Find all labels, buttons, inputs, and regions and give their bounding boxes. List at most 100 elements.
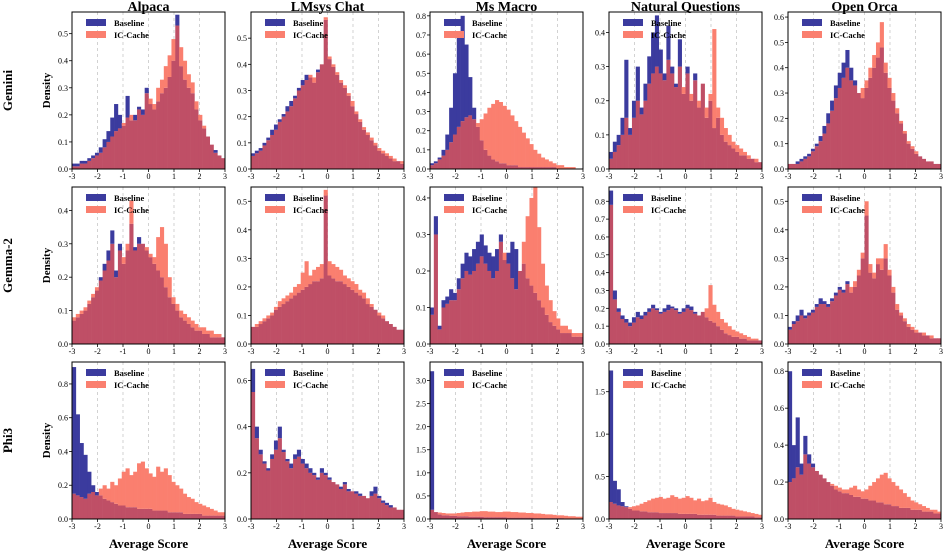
panel-1-4-bar-overlap xyxy=(739,155,744,169)
panel-2-5-bar-overlap xyxy=(845,284,850,344)
panel-2-3-bar-overlap xyxy=(548,322,553,344)
panel-3-3-bar-ic-cache xyxy=(514,512,519,518)
panel-1-3-bar-baseline xyxy=(430,163,435,166)
panel-1-5-bar-overlap xyxy=(898,123,904,169)
panel-1-3-bar-overlap xyxy=(430,165,435,169)
panel-1-2-bar-baseline xyxy=(289,100,294,107)
panel-2-5-xtick-label: 1 xyxy=(888,347,892,356)
panel-1-3-bar-overlap xyxy=(456,126,461,169)
panel-2-3-bar-baseline xyxy=(445,296,450,304)
panel-2-2-bar-ic-cache xyxy=(273,306,279,310)
panel-2-3-bar-overlap xyxy=(491,278,496,344)
panel-1-3-xtick-label: 1 xyxy=(530,172,534,181)
panel-1-1-legend-label-ic-cache: IC-Cache xyxy=(114,30,149,40)
panel-1-2-bar-ic-cache xyxy=(361,127,367,130)
panel-2-3-bar-ic-cache xyxy=(567,329,572,334)
panel-2-5-bar-ic-cache xyxy=(921,332,926,336)
panel-2-2-bar-overlap xyxy=(369,306,374,344)
panel-1-3-bar-baseline xyxy=(433,161,438,164)
panel-3-1-bar-ic-cache xyxy=(133,471,138,508)
panel-3-3-bar-ic-cache xyxy=(441,512,446,516)
panel-2-3-bar-overlap xyxy=(452,300,458,344)
panel-2-5-bar-baseline xyxy=(830,298,835,302)
panel-3-2-bar-baseline xyxy=(281,449,286,453)
panel-2-5-bar-overlap xyxy=(902,321,907,344)
panel-1-5-bar-overlap xyxy=(918,156,923,169)
panel-2-3-bar-ic-cache xyxy=(548,300,553,323)
panel-2-4-xtick-label: -3 xyxy=(606,347,613,356)
panel-1-2-xtick-label: 1 xyxy=(351,172,355,181)
panel-1-5-bar-ic-cache xyxy=(879,22,884,48)
panel-1-5-bar-baseline xyxy=(841,62,846,78)
panel-3-5-bar-ic-cache xyxy=(860,491,865,499)
panel-3-2-bar-overlap xyxy=(262,463,267,519)
panel-2-1-bar-overlap xyxy=(194,330,199,344)
panel-2-3-bar-baseline xyxy=(506,252,511,264)
panel-3-1-bar-ic-cache xyxy=(144,468,149,509)
panel-2-5-ytick-label: 0.4 xyxy=(774,226,784,235)
panel-1-2-bar-ic-cache xyxy=(392,158,397,162)
panel-2-3-bar-overlap xyxy=(579,336,584,344)
panel-2-1-bar-ic-cache xyxy=(121,257,126,264)
panel-2-2-legend-label-baseline: Baseline xyxy=(293,193,323,203)
panel-2-1-bar-ic-cache xyxy=(171,297,176,304)
panel-3-1-bar-overlap xyxy=(148,508,153,519)
panel-1-1-bar-baseline xyxy=(72,163,77,167)
panel-3-2-legend-swatch-ic-cache xyxy=(265,381,285,388)
panel-1-3-bar-overlap xyxy=(475,126,481,169)
panel-2-5-bar-baseline xyxy=(788,326,793,330)
panel-3-4-bar-overlap xyxy=(739,516,744,519)
panel-3-1-bar-ic-cache xyxy=(179,488,184,513)
panel-1-2-bar-overlap xyxy=(365,134,370,169)
panel-1-3-ytick-label: 0.4 xyxy=(416,88,426,97)
panel-3-4-bar-overlap xyxy=(731,515,736,519)
panel-1-2-bar-baseline xyxy=(277,119,282,122)
panel-1-4-bar-ic-cache xyxy=(731,141,736,149)
panel-3-3-bar-overlap xyxy=(449,515,454,519)
panel-2-5-bar-overlap xyxy=(929,338,934,344)
panel-3-1-bar-overlap xyxy=(137,508,142,519)
panel-1-5-bar-ic-cache xyxy=(883,62,888,73)
panel-2-5-bar-overlap xyxy=(818,304,823,344)
panel-2-4-ytick-label: 0.1 xyxy=(595,322,605,331)
panel-1-1-bar-baseline xyxy=(98,147,103,153)
panel-3-4-legend-label-baseline: Baseline xyxy=(651,368,681,378)
panel-1-2-bar-ic-cache xyxy=(338,80,344,83)
panel-2-4-xtick-label: 0 xyxy=(684,347,688,356)
panel-1-3-bar-overlap xyxy=(540,167,546,169)
panel-2-1-bar-overlap xyxy=(148,257,153,344)
panel-2-2-bar-overlap xyxy=(373,309,378,344)
panel-2-2-ytick-label: 0.4 xyxy=(237,226,247,235)
panel-3-2-bar-overlap xyxy=(346,491,351,519)
panel-1-1-xtick-label: -1 xyxy=(120,172,127,181)
panel-2-4-bar-baseline xyxy=(662,308,667,312)
panel-2-5-bar-baseline xyxy=(826,304,831,307)
panel-3-1-bar-ic-cache xyxy=(182,493,188,514)
panel-3-4-bar-ic-cache xyxy=(758,514,763,518)
panel-3-5-xtick-label: -2 xyxy=(810,522,817,531)
panel-3-1-ytick-label: 0.2 xyxy=(58,481,68,490)
panel-3-2-bar-overlap xyxy=(289,468,294,519)
panel-2-4-bar-overlap xyxy=(635,317,640,344)
panel-3-5-ytick-label: 0.0 xyxy=(774,515,784,524)
panel-2-1-bar-overlap xyxy=(87,303,92,344)
panel-3-2-bar-overlap xyxy=(258,454,263,519)
panel-1-4-bar-overlap xyxy=(643,100,648,169)
panel-1-3-bar-baseline xyxy=(468,77,473,116)
panel-2-2-bar-ic-cache xyxy=(270,312,275,316)
panel-3-4-bar-overlap xyxy=(689,513,694,519)
panel-3-2-bar-overlap xyxy=(335,484,340,519)
panel-3-4-bar-overlap xyxy=(674,513,679,519)
panel-1-2-ytick-label: 0.3 xyxy=(237,87,247,96)
panel-2-1-bar-overlap xyxy=(72,320,77,344)
panel-3-1-bar-overlap xyxy=(106,500,111,519)
panel-3-4-bar-overlap xyxy=(635,510,640,519)
panel-2-5-bar-overlap xyxy=(826,306,831,344)
panel-3-3-legend-label-baseline: Baseline xyxy=(472,368,502,378)
panel-2-5-bar-ic-cache xyxy=(875,258,881,265)
panel-3-5-bar-overlap xyxy=(810,467,816,519)
panel-3-2-ytick-label: 0.6 xyxy=(237,376,247,385)
panel-2-1-bar-ic-cache xyxy=(198,327,203,331)
panel-2-2-bar-overlap xyxy=(388,324,393,344)
panel-2-4-bar-ic-cache xyxy=(735,331,740,337)
